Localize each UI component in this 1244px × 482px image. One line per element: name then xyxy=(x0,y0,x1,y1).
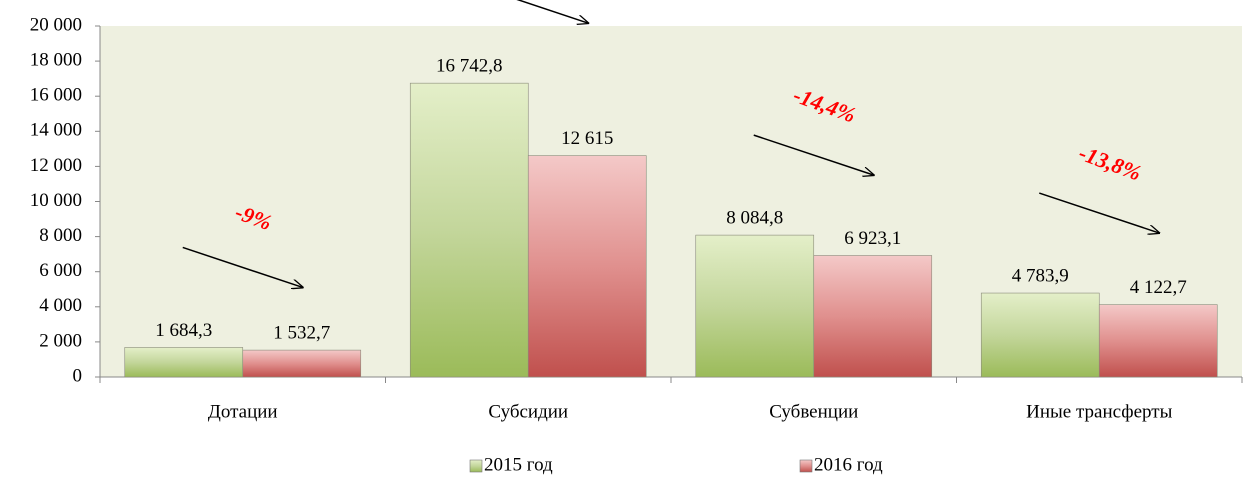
y-tick-label: 20 000 xyxy=(30,14,82,35)
bar xyxy=(124,347,244,378)
value-label: 1 684,3 xyxy=(155,320,212,341)
value-label: 4 783,9 xyxy=(1012,265,1069,286)
value-label: 4 122,7 xyxy=(1130,277,1187,298)
value-label: 6 923,1 xyxy=(844,228,901,249)
y-tick-label: 2 000 xyxy=(39,330,82,351)
legend-swatch xyxy=(469,459,483,473)
legend-label: 2016 год xyxy=(814,454,883,475)
x-tick-label: Дотации xyxy=(208,401,278,422)
y-tick-label: 10 000 xyxy=(30,190,82,211)
y-tick-label: 18 000 xyxy=(30,49,82,70)
y-tick-label: 12 000 xyxy=(30,155,82,176)
bar xyxy=(242,349,362,378)
y-tick-label: 0 xyxy=(73,365,83,386)
bar xyxy=(527,155,647,378)
x-tick-label: Иные трансферты xyxy=(1026,401,1172,422)
y-tick-label: 14 000 xyxy=(30,120,82,141)
value-label: 16 742,8 xyxy=(436,56,503,77)
bar xyxy=(695,234,815,378)
trend-arrow xyxy=(1039,192,1159,233)
legend-label: 2015 год xyxy=(484,454,553,475)
bar xyxy=(409,82,529,378)
y-tick-label: 8 000 xyxy=(39,225,82,246)
x-tick-label: Субсидии xyxy=(488,401,568,422)
y-tick-label: 16 000 xyxy=(30,85,82,106)
y-tick-label: 4 000 xyxy=(39,295,82,316)
value-label: 1 532,7 xyxy=(273,322,330,343)
value-label: 8 084,8 xyxy=(726,207,783,228)
y-tick-label: 6 000 xyxy=(39,260,82,281)
value-label: 12 615 xyxy=(561,128,613,149)
trend-arrow xyxy=(753,134,874,175)
bar xyxy=(813,255,933,378)
legend-swatch xyxy=(799,459,813,473)
x-tick-label: Субвенции xyxy=(769,401,858,422)
trend-arrow xyxy=(182,246,303,287)
trend-arrow xyxy=(516,0,588,23)
bar xyxy=(980,292,1100,378)
bar xyxy=(1098,304,1218,378)
